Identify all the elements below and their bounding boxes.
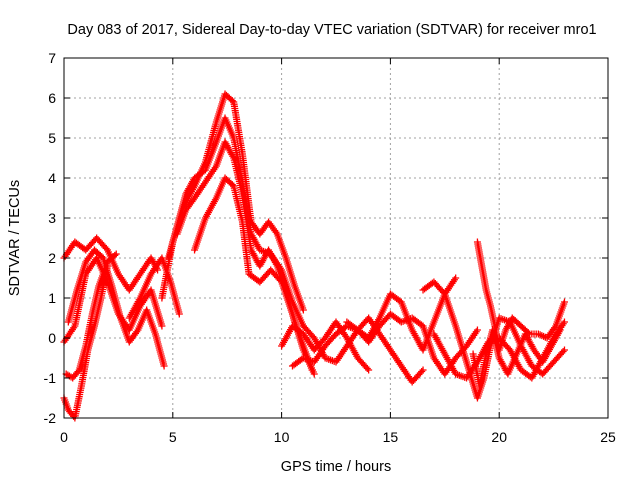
series-track <box>64 246 168 370</box>
x-tick-label: 20 <box>491 429 507 445</box>
data-marks <box>60 90 568 422</box>
chart-title: Day 083 of 2017, Sidereal Day-to-day VTE… <box>67 22 596 38</box>
y-tick-label: -2 <box>44 410 57 426</box>
data-point <box>419 366 427 374</box>
y-tick-label: -1 <box>44 370 57 386</box>
data-point <box>560 346 568 354</box>
y-tick-label: 7 <box>48 50 56 66</box>
x-tick-label: 10 <box>274 429 290 445</box>
data-point <box>559 348 567 355</box>
series-track <box>62 250 120 382</box>
data-point <box>473 326 481 334</box>
data-point <box>560 298 568 306</box>
x-tick-label: 25 <box>600 429 616 445</box>
y-tick-label: 3 <box>48 210 56 226</box>
data-point <box>112 250 120 258</box>
plot-frame <box>63 57 609 419</box>
data-point <box>310 370 318 378</box>
data-point <box>299 306 307 314</box>
axis-ticks: 0 5 10 15 20 25 -2 -1 0 1 2 3 4 5 6 7 <box>44 50 616 445</box>
y-axis-label: SDTVAR / TECUs <box>7 180 23 296</box>
y-tick-label: 1 <box>48 290 56 306</box>
series-track <box>299 314 427 386</box>
data-point <box>160 362 168 370</box>
y-tick-label: 6 <box>48 90 56 106</box>
y-tick-label: 0 <box>48 330 56 346</box>
data-point <box>158 322 166 330</box>
y-tick-label: 2 <box>48 250 56 266</box>
series-track <box>343 310 481 378</box>
data-point <box>556 326 564 334</box>
x-tick-label: 15 <box>383 429 399 445</box>
x-axis-label: GPS time / hours <box>281 459 391 475</box>
data-point <box>452 274 460 282</box>
data-point <box>111 251 119 259</box>
data-point <box>175 310 183 318</box>
x-tick-label: 5 <box>169 429 177 445</box>
series-track <box>60 234 162 294</box>
y-tick-label: 4 <box>48 170 56 186</box>
y-tick-label: 5 <box>48 130 56 146</box>
data-point <box>560 318 568 326</box>
x-tick-label: 0 <box>60 429 68 445</box>
data-point <box>365 366 373 374</box>
series-track <box>469 326 564 390</box>
data-point <box>74 368 82 376</box>
data-point <box>363 365 371 372</box>
data-point <box>418 368 426 375</box>
